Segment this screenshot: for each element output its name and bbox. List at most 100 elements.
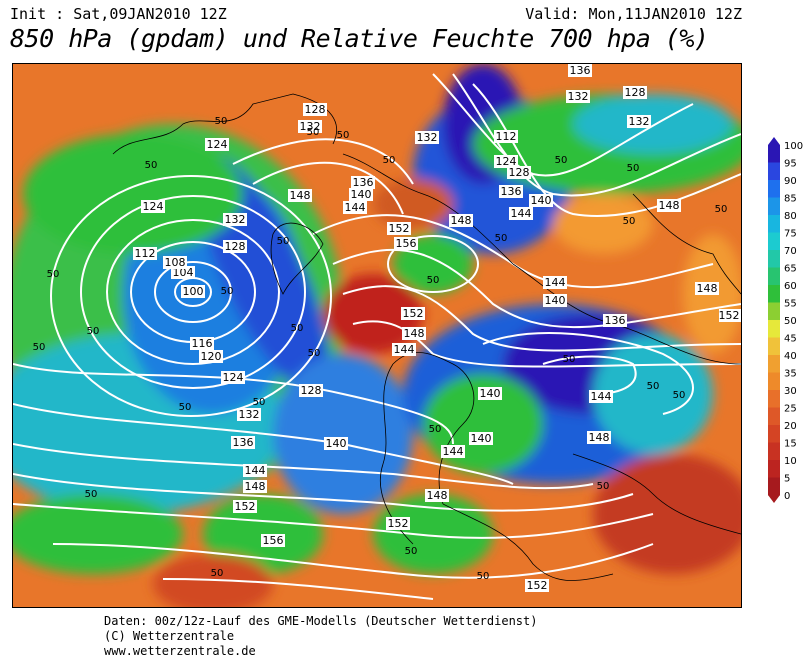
svg-text:140: 140 — [471, 432, 492, 445]
humidity-label: 50 — [623, 216, 636, 227]
humidity-label: 50 — [477, 571, 490, 582]
isohypse-label-136d: 136 — [351, 176, 375, 189]
legend-swatch — [768, 425, 780, 443]
isohypse-label-144e: 144 — [441, 445, 465, 458]
humidity-label: 50 — [597, 481, 610, 492]
legend-level-label: 40 — [784, 351, 797, 362]
isohypse-label-128d: 128 — [303, 103, 327, 116]
isohypse-label-108: 108 — [163, 256, 187, 269]
isohypse-lines — [13, 73, 741, 600]
isohypse-label-148e: 148 — [402, 327, 426, 340]
isohypse-label-128: 128 — [299, 384, 323, 397]
legend-level-label: 60 — [784, 281, 797, 292]
isohypse-label-100: 100 — [181, 285, 205, 298]
svg-text:152: 152 — [388, 517, 409, 530]
svg-text:156: 156 — [263, 534, 284, 547]
svg-text:128: 128 — [509, 166, 530, 179]
isohypse-label-128c: 128 — [223, 240, 247, 253]
isohypse-label-140b: 140 — [543, 294, 567, 307]
humidity-label: 50 — [563, 354, 576, 365]
legend-level-label: 30 — [784, 386, 797, 397]
legend-swatch — [768, 302, 780, 321]
legend-level-label: 90 — [784, 176, 797, 187]
legend-swatch — [768, 407, 780, 426]
legend-swatch — [768, 337, 780, 356]
svg-text:128: 128 — [225, 240, 246, 253]
svg-text:152: 152 — [389, 222, 410, 235]
svg-text:152: 152 — [719, 309, 740, 322]
svg-text:136: 136 — [353, 176, 374, 189]
humidity-label: 50 — [85, 489, 98, 500]
isohypse-label-136: 136 — [231, 436, 255, 449]
humidity-label: 50 — [179, 402, 192, 413]
svg-text:144: 144 — [345, 201, 366, 214]
isohypse-label-128b: 128 — [623, 86, 647, 99]
humidity-label: 50 — [87, 326, 100, 337]
weather-map: 100 104 108 112 116 120 124 128 132 136 … — [12, 63, 742, 608]
isohypse-label-144c: 144 — [509, 207, 533, 220]
svg-text:132: 132 — [225, 213, 246, 226]
isohypse-label-144g: 144 — [343, 201, 367, 214]
isohypse-label-132c: 132 — [627, 115, 651, 128]
legend-level-label: 55 — [784, 299, 797, 310]
isohypse-label-152d: 152 — [401, 307, 425, 320]
isohypse-label-140: 140 — [324, 437, 348, 450]
isohypse-label-140c: 140 — [529, 194, 553, 207]
humidity-label: 50 — [647, 381, 660, 392]
legend-swatch — [768, 267, 780, 286]
map-canvas: 100 104 108 112 116 120 124 128 132 136 … — [13, 64, 741, 607]
humidity-label: 50 — [337, 130, 350, 141]
footer-url[interactable]: www.wetterzentrale.de — [104, 644, 256, 658]
legend-level-label: 15 — [784, 439, 797, 450]
svg-text:140: 140 — [326, 437, 347, 450]
isohypse-label-128e: 128 — [507, 166, 531, 179]
isohypse-label-144b: 144 — [543, 276, 567, 289]
isohypse-label-132e: 132 — [298, 120, 322, 133]
legend-level-label: 85 — [784, 194, 797, 205]
svg-text:124: 124 — [496, 155, 517, 168]
isohypse-label-140e: 140 — [469, 432, 493, 445]
legend-swatch — [768, 372, 780, 391]
svg-text:140: 140 — [545, 294, 566, 307]
humidity-legend: 100 95 90 85 80 75 70 65 60 55 50 45 40 35 30 25 20 15 10 5… — [764, 137, 810, 537]
svg-text:144: 144 — [245, 464, 266, 477]
isohypse-label-136c: 136 — [568, 64, 592, 77]
svg-text:144: 144 — [511, 207, 532, 220]
svg-text:124: 124 — [143, 200, 164, 213]
svg-text:132: 132 — [300, 120, 321, 133]
humidity-label: 50 — [221, 286, 234, 297]
svg-text:132: 132 — [568, 90, 589, 103]
svg-text:116: 116 — [192, 337, 213, 350]
legend-swatch — [768, 355, 780, 373]
svg-text:112: 112 — [135, 247, 156, 260]
isohypse-label-124d: 124 — [494, 155, 518, 168]
svg-text:128: 128 — [301, 384, 322, 397]
legend-top-arrow — [768, 137, 780, 145]
humidity-label: 50 — [627, 163, 640, 174]
isohypse-label-152b: 152 — [387, 222, 411, 235]
svg-text:132: 132 — [239, 408, 260, 421]
humidity-label: 50 — [211, 568, 224, 579]
svg-text:144: 144 — [591, 390, 612, 403]
legend-level-label: 95 — [784, 159, 797, 170]
legend-swatch — [768, 145, 780, 163]
legend-level-label: 20 — [784, 421, 797, 432]
legend-swatch — [768, 232, 780, 251]
isohypse-label-132d: 132 — [223, 213, 247, 226]
legend-level-label: 45 — [784, 334, 797, 345]
svg-text:136: 136 — [605, 314, 626, 327]
isohypse-label-140f: 140 — [349, 188, 373, 201]
isohypse-label-148d: 148 — [695, 282, 719, 295]
chart-title: 850 hPa (gpdam) und Relative Feuchte 700… — [10, 24, 709, 53]
legend-bottom-arrow — [768, 495, 780, 503]
isohypse-label-152f: 152 — [525, 579, 549, 592]
legend-level-label: 80 — [784, 211, 797, 222]
isohypse-label-148g: 148 — [425, 489, 449, 502]
isohypse-label-112b: 112 — [494, 130, 518, 143]
isohypse-label-144: 144 — [243, 464, 267, 477]
svg-text:108: 108 — [165, 256, 186, 269]
humidity-label: 50 — [555, 155, 568, 166]
legend-swatch — [768, 215, 780, 233]
legend-swatch — [768, 162, 780, 181]
legend-level-label: 75 — [784, 229, 797, 240]
